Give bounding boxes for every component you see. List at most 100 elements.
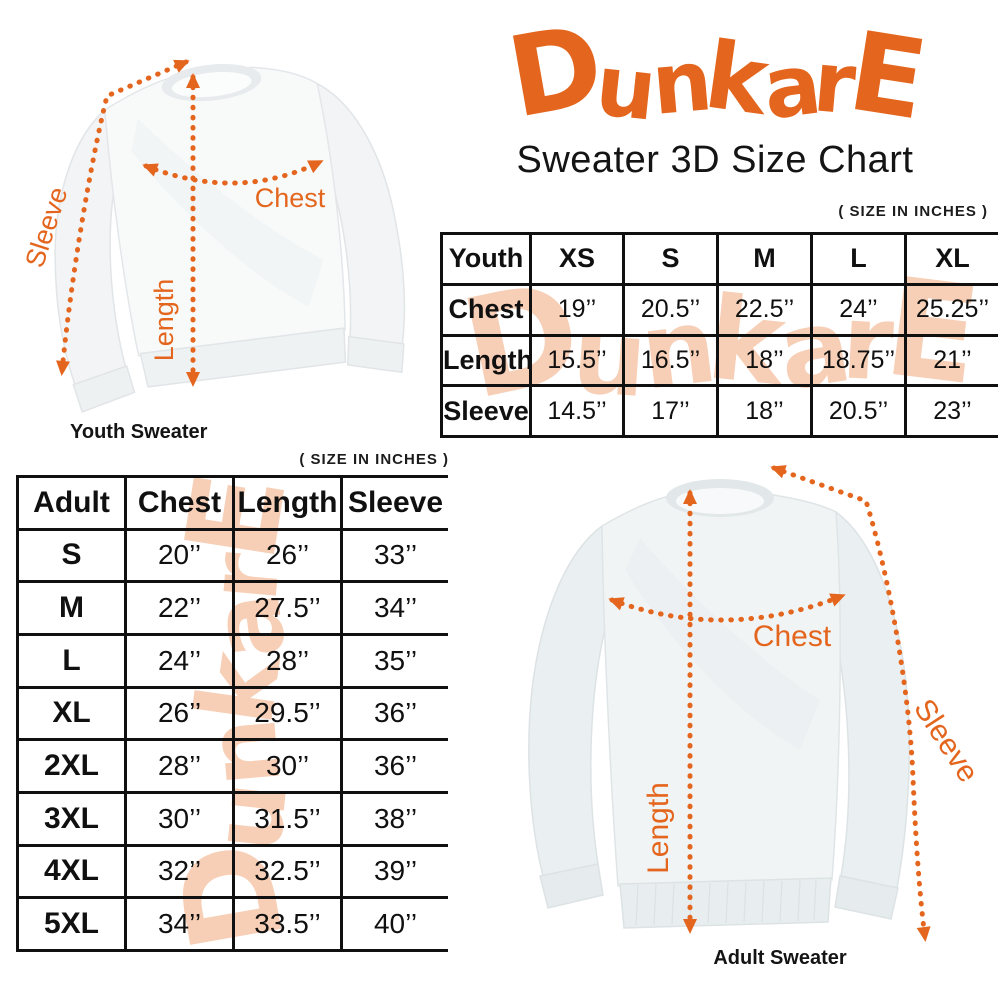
table-cell: 31.5’’ xyxy=(232,790,343,847)
logo-letter: u xyxy=(591,36,656,140)
table-row: Length 15.5’’ 16.5’’ 18’’ 18.75’’ 21’’ xyxy=(440,333,998,388)
adult-sweater-illustration: Chest Length Sleeve xyxy=(470,448,1000,1000)
table-cell: 36’’ xyxy=(340,685,448,742)
table-cell: 18’’ xyxy=(716,333,813,388)
table-cell: 24’’ xyxy=(124,632,235,689)
table-cell: 33.5’’ xyxy=(232,896,343,952)
table-row: L 24’’ 28’’ 35’’ xyxy=(16,632,448,689)
adult-chest-label: Chest xyxy=(753,620,832,653)
youth-table-area: DunkarE Youth XS S M L XL Chest 19’’ 20.… xyxy=(440,232,998,438)
header-cell: Sleeve xyxy=(340,475,448,531)
logo-letter: D xyxy=(499,1,608,144)
table-cell: 26’’ xyxy=(232,527,343,584)
youth-size-table: Youth XS S M L XL Chest 19’’ 20.5’’ 22.5… xyxy=(440,232,998,438)
adult-sleeve-label: Sleeve xyxy=(907,693,985,788)
adult-table-area: DunkarE Adult Chest Length Sleeve S 20’’… xyxy=(16,475,448,952)
header-cell: Youth xyxy=(440,232,532,286)
table-cell: 30’’ xyxy=(232,738,343,794)
table-row: 2XL 28’’ 30’’ 36’’ xyxy=(16,738,448,794)
table-row: M 22’’ 27.5’’ 34’’ xyxy=(16,580,448,636)
table-cell: 20’’ xyxy=(124,527,235,584)
header-cell: M xyxy=(716,232,813,286)
table-row: XL 26’’ 29.5’’ 36’’ xyxy=(16,685,448,742)
brand-logo: DunkarE xyxy=(499,1,929,143)
table-cell: 14.5’’ xyxy=(529,384,625,438)
header-cell: L xyxy=(810,232,907,286)
table-row: 4XL 32’’ 32.5’’ 39’’ xyxy=(16,843,448,900)
youth-sweater-shape xyxy=(54,63,406,413)
header-cell: XS xyxy=(529,232,625,286)
header-cell: Chest xyxy=(124,475,235,531)
youth-sleeve-arrow xyxy=(56,59,190,376)
header-cell: Adult xyxy=(16,475,127,531)
table-cell: 32.5’’ xyxy=(232,843,343,900)
table-cell: 34’’ xyxy=(124,896,235,952)
header-cell: S xyxy=(622,232,719,286)
table-cell: 36’’ xyxy=(340,738,448,794)
row-label-cell: 5XL xyxy=(16,896,127,952)
adult-sweater-graphic: Chest Length Sleeve xyxy=(528,465,985,942)
adult-size-table: Adult Chest Length Sleeve S 20’’ 26’’ 33… xyxy=(16,475,448,952)
row-label-cell: XL xyxy=(16,685,127,742)
table-row: Sleeve 14.5’’ 17’’ 18’’ 20.5’’ 23’’ xyxy=(440,384,998,438)
row-label-cell: S xyxy=(16,527,127,584)
header-cell: XL xyxy=(904,232,998,286)
table-cell: 25.25’’ xyxy=(904,282,998,337)
row-label-cell: 2XL xyxy=(16,738,127,794)
table-cell: 26’’ xyxy=(124,685,235,742)
table-row: Chest 19’’ 20.5’’ 22.5’’ 24’’ 25.25’’ xyxy=(440,282,998,337)
table-cell: 28’’ xyxy=(124,738,235,794)
youth-sweater-illustration: Chest Length Sleeve xyxy=(0,30,430,430)
table-row: 3XL 30’’ 31.5’’ 38’’ xyxy=(16,790,448,847)
row-label-cell: L xyxy=(16,632,127,689)
row-label-cell: 4XL xyxy=(16,843,127,900)
row-label-cell: Length xyxy=(440,333,533,388)
page-title: Sweater 3D Size Chart xyxy=(516,138,914,181)
row-label-cell: Chest xyxy=(440,282,532,337)
table-cell: 20.5’’ xyxy=(622,282,719,337)
table-cell: 15.5’’ xyxy=(529,333,625,388)
table-cell: 19’’ xyxy=(529,282,625,337)
table-cell: 32’’ xyxy=(124,843,235,900)
table-row: S 20’’ 26’’ 33’’ xyxy=(16,527,448,584)
table-cell: 24’’ xyxy=(810,282,907,337)
table-cell: 22.5’’ xyxy=(716,282,813,337)
table-cell: 23’’ xyxy=(904,384,998,438)
table-cell: 34’’ xyxy=(340,580,448,636)
table-cell: 28’’ xyxy=(232,632,343,689)
adult-sweater-shape xyxy=(528,479,910,929)
table-cell: 22’’ xyxy=(124,580,235,636)
table-header-row: Adult Chest Length Sleeve xyxy=(16,475,448,531)
table-cell: 18.75’’ xyxy=(810,333,907,388)
table-cell: 21’’ xyxy=(904,333,998,388)
youth-chest-arrow xyxy=(142,159,324,186)
table-cell: 40’’ xyxy=(340,896,448,952)
table-cell: 33’’ xyxy=(340,527,448,584)
table-cell: 16.5’’ xyxy=(622,333,719,388)
table-header-row: Youth XS S M L XL xyxy=(440,232,998,286)
youth-length-label: Length xyxy=(149,279,179,362)
table-cell: 38’’ xyxy=(340,790,448,847)
youth-size-note: ( SIZE IN INCHES ) xyxy=(838,203,988,220)
table-cell: 20.5’’ xyxy=(810,384,907,438)
row-label-cell: M xyxy=(16,580,127,636)
row-label-cell: Sleeve xyxy=(440,384,532,438)
table-cell: 30’’ xyxy=(124,790,235,847)
youth-chest-label: Chest xyxy=(255,183,326,213)
table-cell: 18’’ xyxy=(716,384,813,438)
table-cell: 35’’ xyxy=(340,632,448,689)
table-cell: 27.5’’ xyxy=(232,580,343,636)
adult-sweater-caption: Adult Sweater xyxy=(713,947,847,969)
table-cell: 17’’ xyxy=(622,384,719,438)
adult-length-label: Length xyxy=(642,782,675,874)
table-row: 5XL 34’’ 33.5’’ 40’’ xyxy=(16,896,448,952)
adult-size-note: ( SIZE IN INCHES ) xyxy=(299,451,449,468)
table-cell: 29.5’’ xyxy=(232,685,343,742)
logo-letter: E xyxy=(840,7,930,144)
row-label-cell: 3XL xyxy=(16,790,127,847)
youth-sweater-caption: Youth Sweater xyxy=(70,421,208,443)
table-cell: 39’’ xyxy=(340,843,448,900)
brand-header: DunkarE Sweater 3D Size Chart xyxy=(435,1,995,182)
youth-sweater-graphic: Chest Length Sleeve xyxy=(19,59,406,413)
